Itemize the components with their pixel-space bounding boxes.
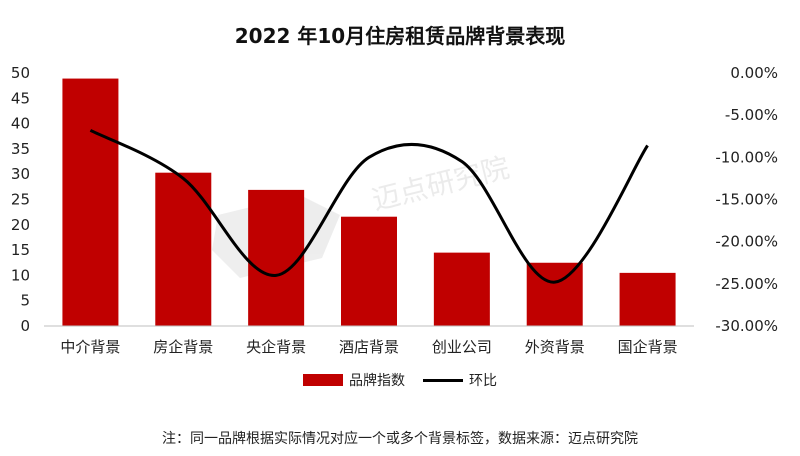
x-axis-tick-label: 央企背景 xyxy=(246,338,306,356)
x-axis-tick-label: 国企背景 xyxy=(618,338,678,356)
left-axis-tick-label: 15 xyxy=(11,241,30,259)
legend-label-bar: 品牌指数 xyxy=(349,373,405,389)
left-axis-tick-label: 30 xyxy=(11,165,30,183)
right-axis-tick-label: -25.00% xyxy=(715,275,778,293)
legend-item-line: 环比 xyxy=(423,370,497,390)
legend-swatch-line xyxy=(423,378,463,382)
left-axis-tick-label: 40 xyxy=(11,115,30,133)
right-axis-tick-label: -5.00% xyxy=(725,106,778,124)
x-axis-tick-label: 外资背景 xyxy=(525,338,585,356)
left-axis-tick-label: 35 xyxy=(11,140,30,158)
x-axis-tick-label: 创业公司 xyxy=(432,338,492,356)
line-series-huanbi xyxy=(89,129,649,284)
x-axis-tick-label: 房企背景 xyxy=(153,338,213,356)
bar-4 xyxy=(341,216,397,326)
bar-5 xyxy=(433,252,490,326)
x-axis-tick-label: 酒店背景 xyxy=(339,338,399,356)
left-axis-tick-label: 45 xyxy=(11,89,30,107)
legend-label-line: 环比 xyxy=(469,373,497,389)
left-axis-tick-label: 10 xyxy=(11,266,30,284)
bar-3 xyxy=(248,189,305,326)
left-axis-tick-label: 0 xyxy=(20,317,30,335)
left-axis-tick-label: 25 xyxy=(11,191,30,209)
left-axis-tick-label: 20 xyxy=(11,216,30,234)
left-axis-tick-label: 5 xyxy=(20,292,30,310)
bar-2 xyxy=(155,172,212,326)
bar-1 xyxy=(62,78,119,326)
left-axis-tick-label: 50 xyxy=(11,64,30,82)
right-axis-tick-label: -10.00% xyxy=(715,148,778,166)
legend-item-bar: 品牌指数 xyxy=(303,370,405,390)
right-axis-tick-label: -20.00% xyxy=(715,233,778,251)
watermark-text: 迈点研究院 xyxy=(369,151,513,217)
right-axis-tick-label: -15.00% xyxy=(715,191,778,209)
x-axis-tick-label: 中介背景 xyxy=(60,338,120,356)
legend-swatch-bar xyxy=(303,374,343,386)
footnote: 注：同一品牌根据实际情况对应一个或多个背景标签，数据来源：迈点研究院 xyxy=(162,431,638,447)
bar-7 xyxy=(619,272,676,326)
legend: 品牌指数 环比 xyxy=(0,370,800,390)
chart-title: 2022 年10月住房租赁品牌背景表现 xyxy=(234,24,566,48)
right-axis-tick-label: -30.00% xyxy=(715,317,778,335)
right-axis-tick-label: 0.00% xyxy=(730,64,778,82)
